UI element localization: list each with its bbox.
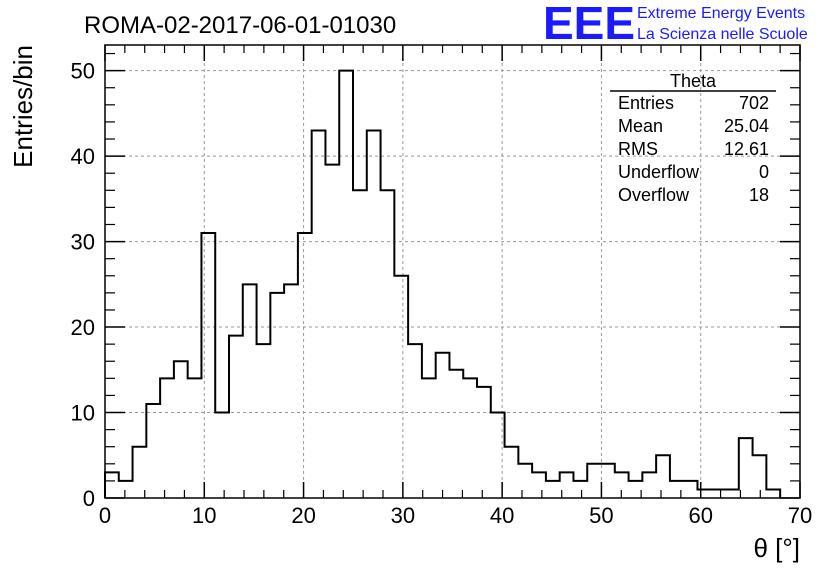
histogram-bin [257, 344, 271, 498]
histogram-bin [477, 387, 491, 498]
histogram-bin [284, 284, 298, 498]
x-tick-labels: 0 10 20 30 40 50 60 70 [99, 503, 812, 528]
histogram-bin [753, 455, 767, 498]
logo-line-1: Extreme Energy Events [637, 5, 805, 22]
y-axis-label: Entries/bin [8, 45, 38, 168]
histogram-bin [353, 190, 367, 498]
histogram-bin [339, 71, 353, 498]
plot-frame [104, 44, 801, 499]
histogram-bin [325, 165, 339, 498]
histogram-bin [711, 489, 725, 498]
histogram-bin [422, 378, 436, 498]
histogram-bin [532, 472, 546, 498]
x-tick-label: 20 [291, 503, 315, 528]
x-tick-label: 60 [688, 503, 712, 528]
stats-box: Theta Entries 702 Mean 25.04 RMS 12.61 U… [610, 71, 776, 205]
x-tick-label: 70 [788, 503, 812, 528]
histogram-bin [518, 464, 532, 498]
stats-value-entries: 702 [739, 93, 769, 113]
histogram-bin [670, 481, 684, 498]
histogram-bin [215, 413, 229, 498]
x-axis-label: θ [°] [753, 533, 800, 563]
histogram-bin [546, 481, 560, 498]
histogram-bin [766, 489, 780, 498]
histogram-bin [684, 481, 698, 498]
histogram-bin [229, 336, 243, 498]
y-tick-label: 30 [71, 230, 95, 255]
histogram-bin [160, 378, 174, 498]
stats-label-underflow: Underflow [618, 162, 700, 182]
histogram-bin [298, 233, 312, 498]
histogram-bin [573, 481, 587, 498]
logo-mark: EEE [543, 0, 635, 49]
histogram-bin [463, 378, 477, 498]
logo: EEE Extreme Energy Events La Scienza nel… [543, 0, 808, 49]
stats-value-overflow: 18 [749, 185, 769, 205]
y-tick-labels: 0 10 20 30 40 50 [71, 59, 95, 511]
histogram-bin [119, 481, 133, 498]
histogram-outline [104, 69, 782, 498]
x-tick-label: 10 [192, 503, 216, 528]
histogram-bin [105, 472, 119, 498]
histogram-bin [725, 489, 739, 498]
chart-title: ROMA-02-2017-06-01-01030 [84, 12, 396, 39]
x-tick-label: 40 [490, 503, 514, 528]
stats-label-entries: Entries [618, 93, 674, 113]
y-tick-label: 20 [71, 315, 95, 340]
histogram-bin [270, 293, 284, 498]
logo-line-2: La Scienza nelle Scuole [637, 26, 808, 43]
stats-value-mean: 25.04 [724, 116, 769, 136]
histogram-bin [739, 438, 753, 498]
y-tick-label: 0 [83, 486, 95, 511]
histogram-bin [642, 472, 656, 498]
histogram-bin [697, 489, 711, 498]
histogram-bin [629, 481, 643, 498]
histogram-bin [146, 404, 160, 498]
histogram-bin [436, 353, 450, 498]
stats-value-underflow: 0 [759, 162, 769, 182]
stats-label-overflow: Overflow [618, 185, 690, 205]
histogram-bin [243, 284, 257, 498]
stats-title: Theta [670, 71, 717, 91]
histogram-bin [174, 361, 188, 498]
histogram-bin [381, 190, 395, 498]
histogram-bin [201, 233, 215, 498]
x-tick-label: 50 [589, 503, 613, 528]
histogram-bin [587, 464, 601, 498]
y-tick-label: 40 [71, 144, 95, 169]
histogram-bins [104, 69, 782, 498]
stats-label-rms: RMS [618, 139, 658, 159]
histogram-bin [367, 130, 381, 498]
histogram-bin [408, 344, 422, 498]
x-tick-label: 0 [99, 503, 111, 528]
stats-label-mean: Mean [618, 116, 663, 136]
histogram-bin [394, 276, 408, 498]
histogram-bin [505, 447, 519, 498]
stats-value-rms: 12.61 [724, 139, 769, 159]
histogram-bin [188, 378, 202, 498]
x-tick-label: 30 [391, 503, 415, 528]
y-tick-label: 50 [71, 59, 95, 84]
axis-ticks [104, 45, 801, 499]
histogram-bin [656, 455, 670, 498]
histogram-bin [449, 370, 463, 498]
histogram-bin [601, 464, 615, 498]
histogram-bin [312, 130, 326, 498]
y-tick-label: 10 [71, 401, 95, 426]
